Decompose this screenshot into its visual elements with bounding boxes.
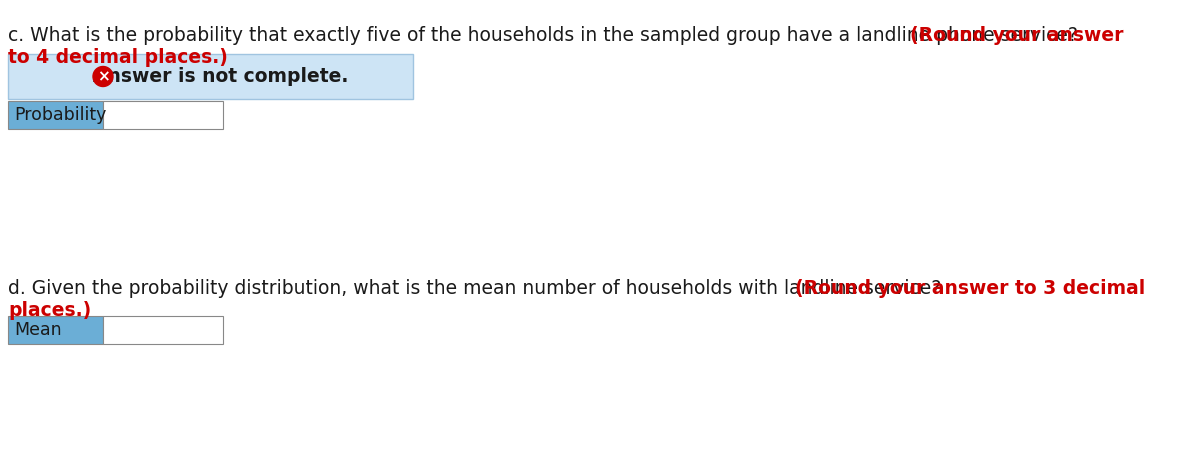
FancyBboxPatch shape <box>8 54 413 99</box>
FancyBboxPatch shape <box>103 101 223 129</box>
Text: Answer is not complete.: Answer is not complete. <box>92 67 348 86</box>
Text: c. What is the probability that exactly five of the households in the sampled gr: c. What is the probability that exactly … <box>8 26 1084 45</box>
Text: ×: × <box>97 69 109 84</box>
FancyBboxPatch shape <box>103 316 223 344</box>
FancyBboxPatch shape <box>8 316 103 344</box>
Text: Probability: Probability <box>14 106 107 124</box>
Text: places.): places.) <box>8 301 91 320</box>
Text: to 4 decimal places.): to 4 decimal places.) <box>8 48 228 67</box>
Text: (Round your answer: (Round your answer <box>910 26 1123 45</box>
Circle shape <box>94 66 113 87</box>
FancyBboxPatch shape <box>8 101 103 129</box>
Text: (Round your answer to 3 decimal: (Round your answer to 3 decimal <box>796 279 1145 298</box>
Text: Mean: Mean <box>14 321 61 339</box>
Text: d. Given the probability distribution, what is the mean number of households wit: d. Given the probability distribution, w… <box>8 279 947 298</box>
